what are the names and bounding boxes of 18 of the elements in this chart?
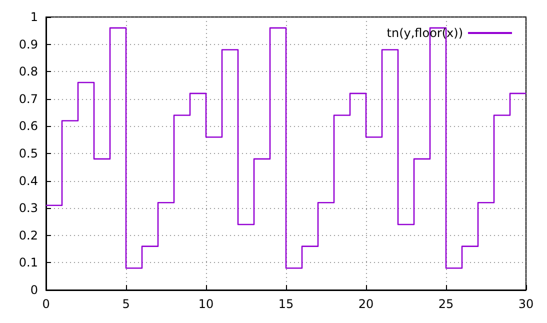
x-tick-label: 0 (42, 297, 50, 311)
y-tick-label: 0.1 (18, 256, 38, 270)
y-tick-label: 0.9 (18, 37, 38, 52)
y-tick-label: 1 (30, 10, 38, 24)
y-tick-label: 0.3 (18, 201, 38, 216)
x-tick-label: 15 (278, 297, 294, 311)
x-tick-label: 5 (122, 297, 130, 311)
x-tick-label: 25 (438, 297, 454, 311)
x-tick-label: 10 (198, 297, 214, 311)
y-tick-label: 0.7 (18, 92, 38, 106)
x-tick-label: 30 (518, 297, 534, 311)
y-tick-label: 0.8 (18, 64, 38, 79)
y-tick-label: 0.5 (18, 146, 38, 160)
y-tick-label: 0.2 (18, 228, 38, 242)
x-tick-label: 20 (358, 297, 374, 311)
y-tick-label: 0.6 (18, 119, 38, 134)
y-tick-label: 0 (30, 283, 38, 297)
y-tick-label: 0.4 (18, 174, 38, 188)
